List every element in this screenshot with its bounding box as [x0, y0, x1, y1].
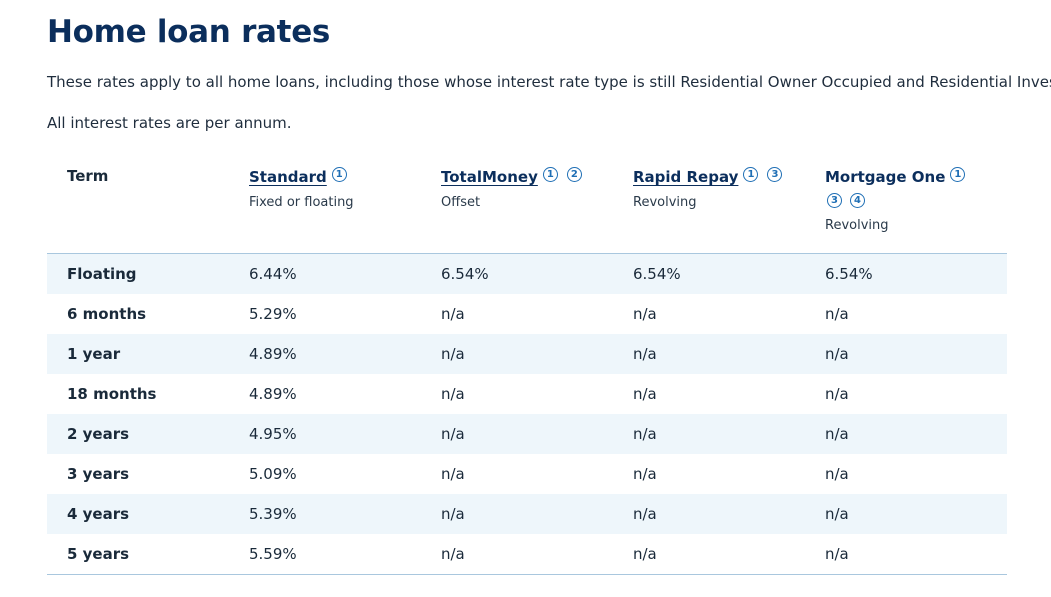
rate-cell: n/a	[441, 305, 465, 323]
rate-cell: n/a	[633, 305, 657, 323]
table-row: 6 months 5.29% n/a n/a n/a	[47, 294, 1007, 334]
footnote-1-icon[interactable]: 1	[542, 167, 558, 182]
intro-text: These rates apply to all home loans, inc…	[47, 73, 1051, 91]
term-cell: 2 years	[67, 425, 130, 443]
rate-cell: n/a	[441, 425, 465, 443]
rate-cell: 6.54%	[633, 265, 681, 283]
rate-cell: n/a	[633, 505, 657, 523]
rate-cell: 6.44%	[249, 265, 297, 283]
rate-cell: n/a	[825, 385, 849, 403]
rapid-repay-link[interactable]: Rapid Repay	[633, 168, 739, 186]
rate-cell: 5.09%	[249, 465, 297, 483]
annum-note: All interest rates are per annum.	[47, 114, 292, 132]
standard-subtitle: Fixed or floating	[249, 195, 354, 210]
rate-cell: n/a	[633, 545, 657, 563]
rate-cell: n/a	[441, 385, 465, 403]
rate-cell: n/a	[825, 425, 849, 443]
term-cell: 5 years	[67, 545, 130, 563]
rate-cell: n/a	[633, 385, 657, 403]
table-row: 2 years 4.95% n/a n/a n/a	[47, 414, 1007, 454]
rate-cell: n/a	[825, 305, 849, 323]
term-cell: 6 months	[67, 305, 147, 323]
totalmoney-link[interactable]: TotalMoney	[441, 168, 538, 186]
rate-cell: n/a	[825, 505, 849, 523]
rate-cell: n/a	[441, 505, 465, 523]
rate-cell: 5.59%	[249, 545, 297, 563]
totalmoney-subtitle: Offset	[441, 195, 481, 210]
page-title: Home loan rates	[47, 14, 331, 50]
rate-cell: 4.89%	[249, 385, 297, 403]
term-cell: 18 months	[67, 385, 157, 403]
table-row: 5 years 5.59% n/a n/a n/a	[47, 534, 1007, 575]
rates-table: Term Standard 1 Fixed or floating TotalMo…	[47, 155, 1007, 575]
footnote-4-icon[interactable]: 4	[850, 193, 865, 208]
term-cell: 4 years	[67, 505, 130, 523]
mortgage-one-title: Mortgage One	[825, 168, 946, 186]
term-header: Term	[67, 167, 109, 185]
table-row: 18 months 4.89% n/a n/a n/a	[47, 374, 1007, 414]
table-header: Term Standard 1 Fixed or floating TotalMo…	[47, 155, 1007, 254]
rate-cell: 4.95%	[249, 425, 297, 443]
rate-cell: n/a	[633, 465, 657, 483]
rate-cell: 4.89%	[249, 345, 297, 363]
footnote-1-icon[interactable]: 1	[950, 167, 966, 182]
rate-cell: n/a	[441, 345, 465, 363]
rate-cell: 6.54%	[441, 265, 489, 283]
footnote-3-icon[interactable]: 3	[767, 167, 783, 182]
table-row: 1 year 4.89% n/a n/a n/a	[47, 334, 1007, 374]
rate-cell: n/a	[633, 345, 657, 363]
rate-cell: n/a	[825, 345, 849, 363]
table-row: Floating 6.44% 6.54% 6.54% 6.54%	[47, 254, 1007, 294]
footnote-3-icon[interactable]: 3	[827, 193, 842, 208]
rate-cell: n/a	[441, 465, 465, 483]
rate-cell: n/a	[633, 425, 657, 443]
term-cell: 3 years	[67, 465, 130, 483]
rate-cell: n/a	[825, 465, 849, 483]
rate-cell: n/a	[441, 545, 465, 563]
term-cell: 1 year	[67, 345, 121, 363]
column-header-standard: Standard 1 Fixed or floating	[249, 167, 354, 210]
standard-link[interactable]: Standard	[249, 168, 327, 186]
table-row: 3 years 5.09% n/a n/a n/a	[47, 454, 1007, 494]
footnote-2-icon[interactable]: 2	[566, 167, 582, 182]
rate-cell: 6.54%	[825, 265, 873, 283]
mortgage-one-subtitle: Revolving	[825, 218, 889, 233]
footnote-1-icon[interactable]: 1	[331, 167, 347, 182]
rate-cell: 5.39%	[249, 505, 297, 523]
table-row: 4 years 5.39% n/a n/a n/a	[47, 494, 1007, 534]
column-header-rapid-repay: Rapid Repay 1 3 Revolving	[633, 167, 783, 210]
column-header-totalmoney: TotalMoney 1 2 Offset	[441, 167, 582, 210]
rapid-repay-subtitle: Revolving	[633, 195, 697, 210]
term-cell: Floating	[67, 265, 137, 283]
rate-cell: 5.29%	[249, 305, 297, 323]
rate-cell: n/a	[825, 545, 849, 563]
footnote-1-icon[interactable]: 1	[743, 167, 759, 182]
